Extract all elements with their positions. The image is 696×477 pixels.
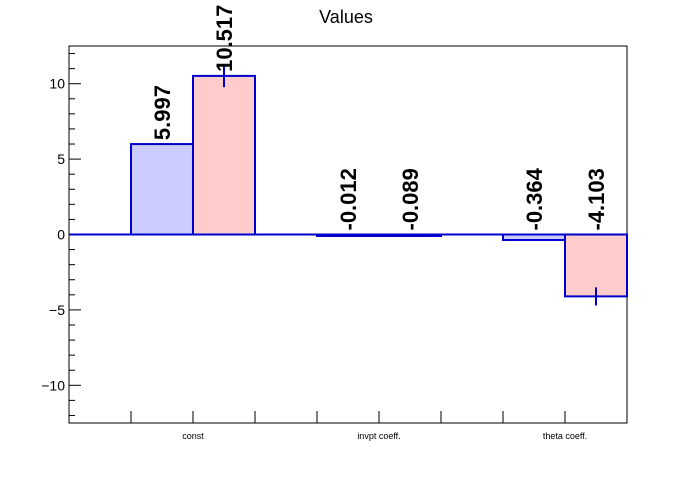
x-category-label: const [182,431,204,441]
bar-value-label: -0.012 [336,168,361,230]
bar [564,233,628,298]
x-category-label: invpt coeff. [357,431,400,441]
y-tick-label: 5 [57,151,65,167]
bar [130,143,194,236]
y-tick-label: 0 [57,227,65,243]
y-tick-label: 10 [49,76,65,92]
bar-value-label: -0.364 [522,167,547,230]
bar-value-label: -0.089 [398,168,423,230]
chart-title: Values [319,7,373,27]
y-tick-label: −10 [41,377,65,393]
bar-value-label: -4.103 [584,168,609,230]
bar-value-label: 5.997 [150,85,175,140]
bar-value-label: 10.517 [212,5,237,72]
y-tick-label: −5 [49,302,65,318]
plot-area: −10 −5 0 5 10 const invpt coeff. theta coeff. 5.… [41,5,628,441]
bar [192,74,256,236]
x-category-label: theta coeff. [543,431,587,441]
